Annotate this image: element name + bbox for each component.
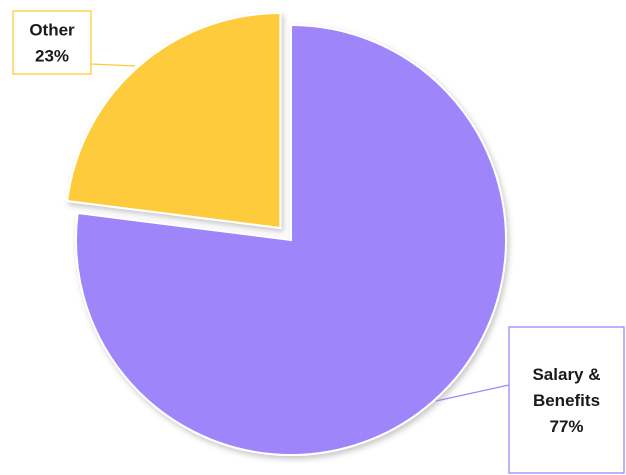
data-label-name-salary-benefits: Salary & [532,365,600,384]
data-label-name-salary-benefits: Benefits [533,391,600,410]
leader-line-salary-benefits [435,384,510,402]
data-label-box-salary-benefits [508,326,625,474]
pie-slice-salary-benefits [75,23,507,456]
data-label-name-other: Other [29,21,75,40]
data-label-box-other [12,10,92,75]
pie-slice-other [65,11,282,230]
data-label-value-salary-benefits: 77% [549,417,583,436]
data-label-value-other: 23% [35,47,69,66]
leader-line-other [90,63,136,67]
